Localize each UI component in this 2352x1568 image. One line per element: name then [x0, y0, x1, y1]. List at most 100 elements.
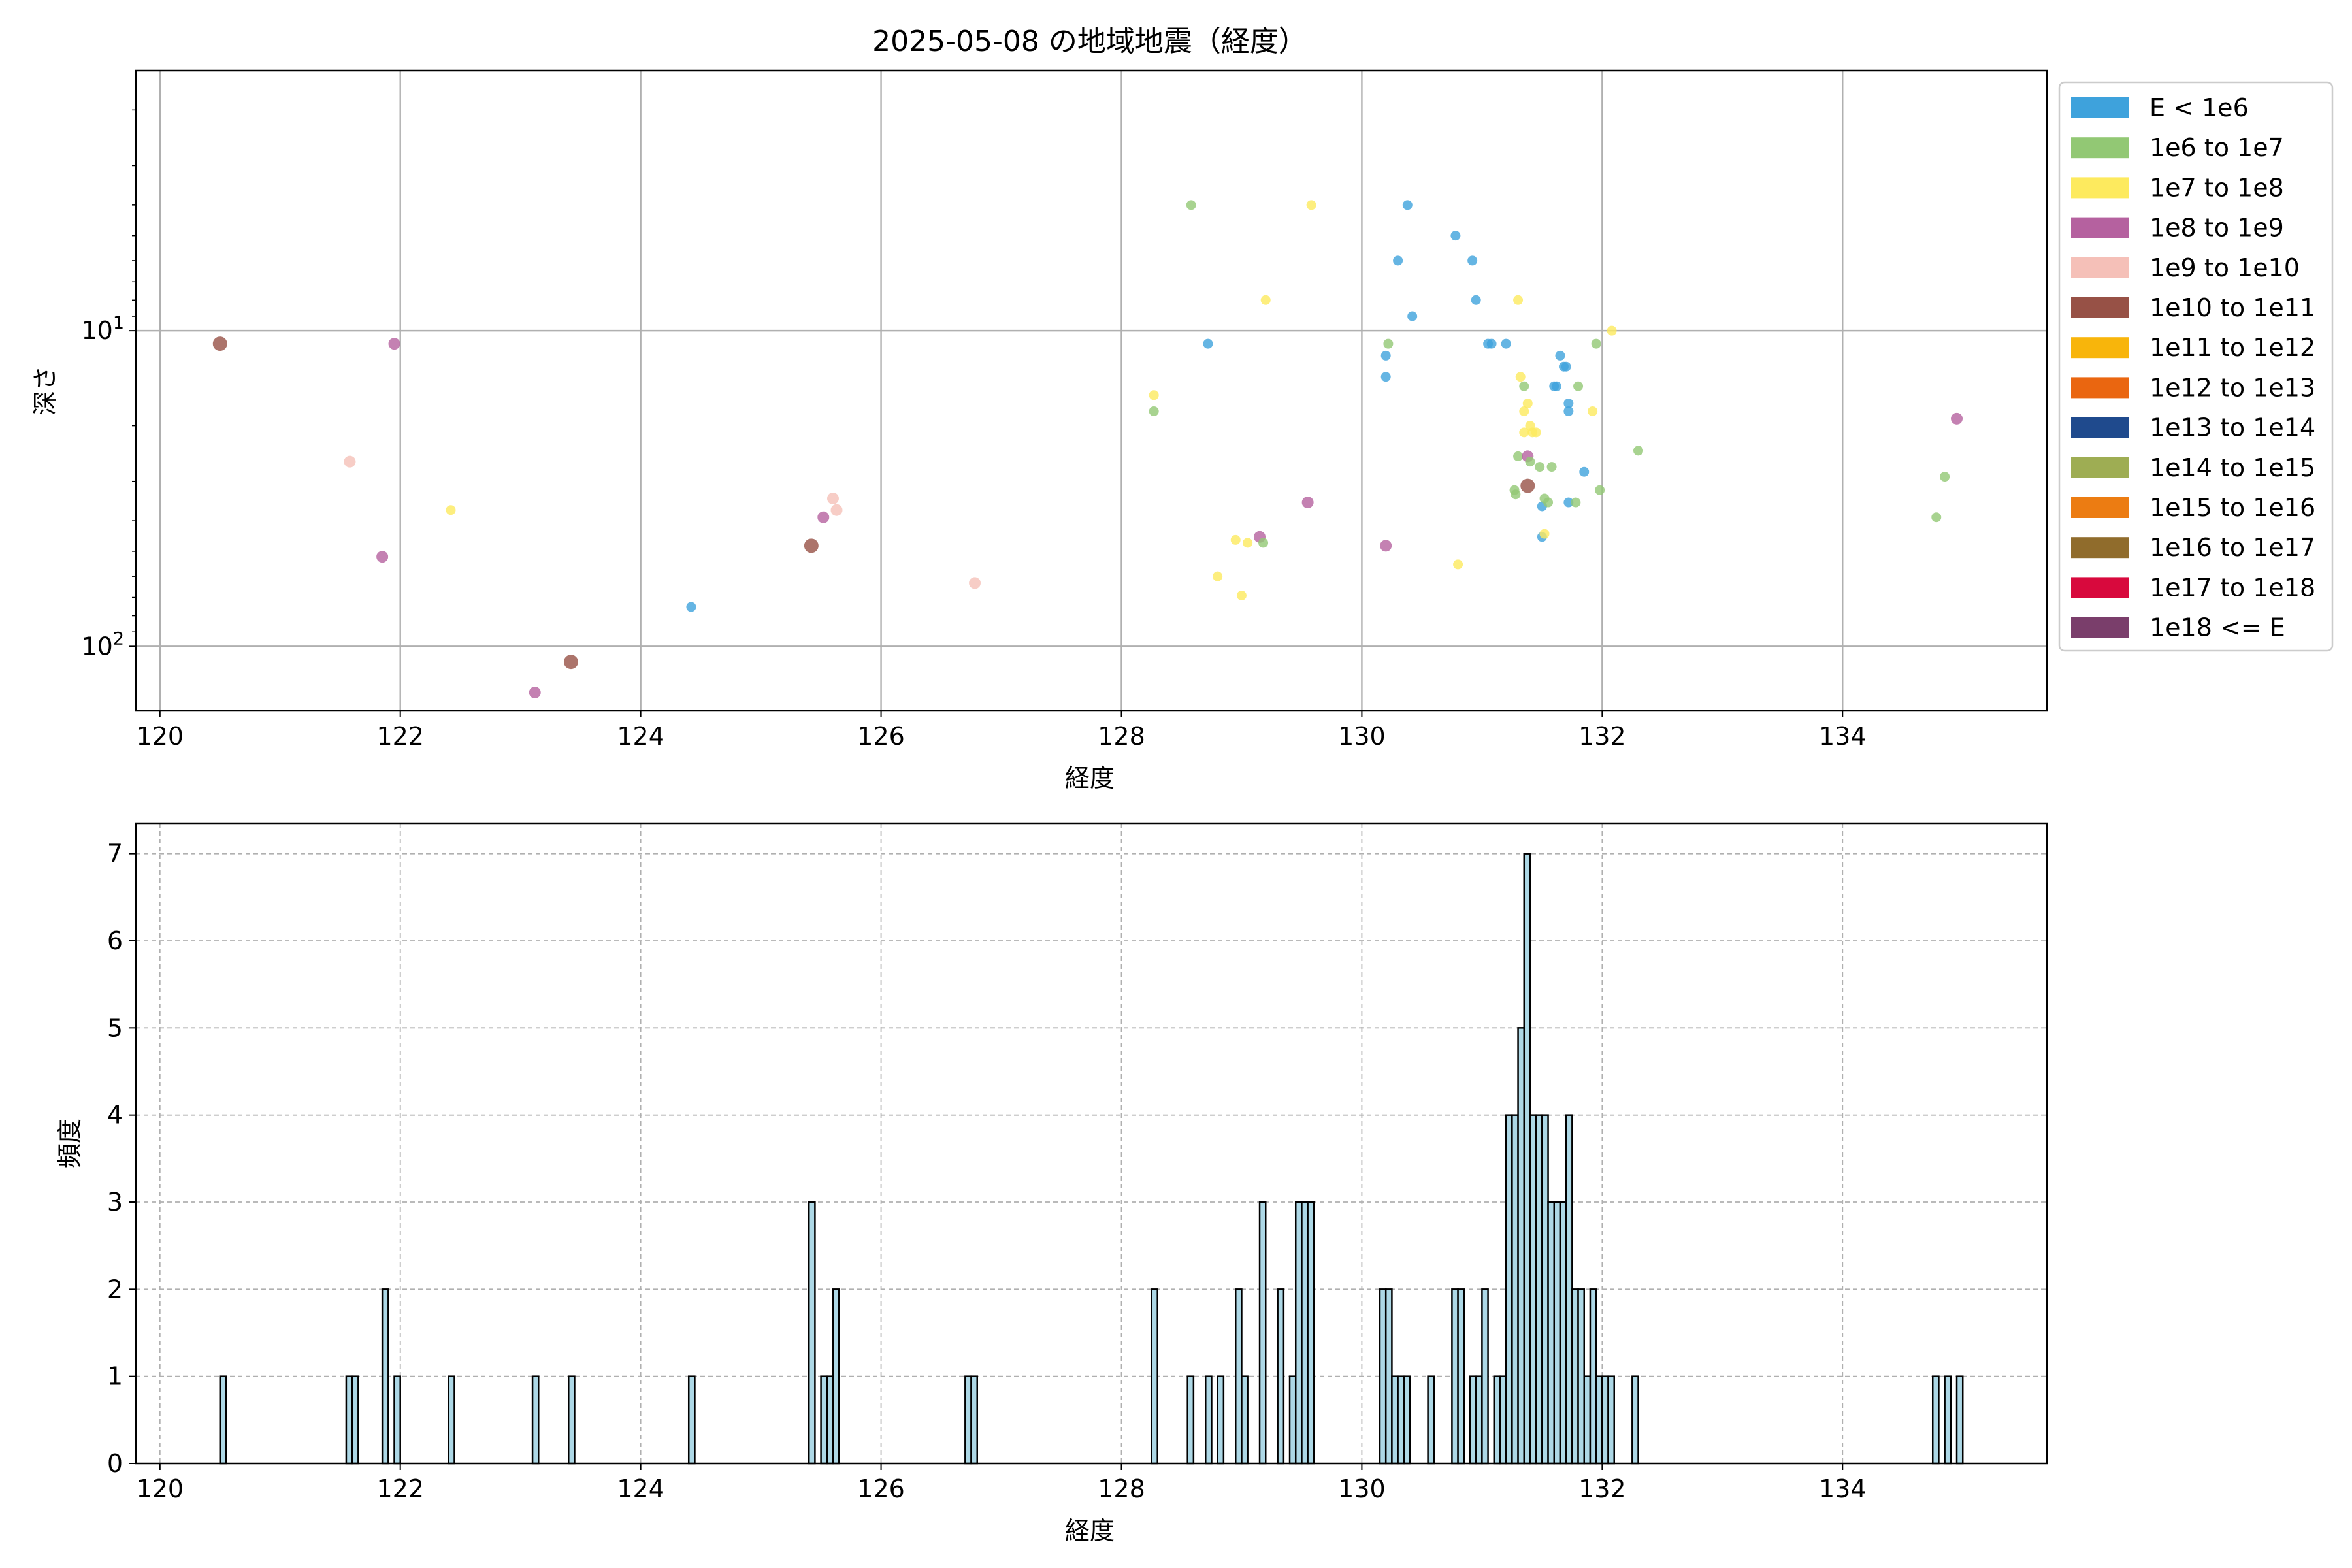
- scatter-point: [1561, 361, 1571, 372]
- scatter-point: [1203, 338, 1213, 349]
- legend-label: 1e18 <= E: [2149, 613, 2285, 642]
- histogram-bar: [1547, 1201, 1556, 1465]
- scatter-point: [1243, 538, 1253, 548]
- histogram-x-axis-label: 経度: [1065, 1516, 1115, 1545]
- legend-label: 1e12 to 1e13: [2149, 373, 2315, 402]
- histogram-bar: [1481, 1288, 1489, 1465]
- histogram-bar: [448, 1375, 455, 1465]
- histogram-x-tick-label: 132: [1578, 1475, 1626, 1503]
- histogram-bar: [1397, 1375, 1405, 1465]
- scatter-point: [563, 655, 578, 670]
- histogram-bar: [1457, 1288, 1465, 1465]
- scatter-point: [1453, 559, 1463, 570]
- scatter-point: [1467, 255, 1478, 266]
- histogram-bar: [1384, 1288, 1393, 1465]
- scatter-title: 2025-05-08 の地域地震（経度）: [872, 25, 1307, 58]
- scatter-point: [1383, 338, 1394, 349]
- scatter-grid: [136, 71, 2047, 711]
- legend: E < 1e6 1e6 to 1e7 1e7 to 1e8 1e8 to 1e9 1e9…: [2058, 81, 2334, 652]
- histogram-bar: [1583, 1375, 1592, 1465]
- scatter-point: [1260, 295, 1271, 305]
- scatter-point: [1563, 398, 1574, 408]
- scatter-point: [1519, 381, 1529, 391]
- scatter-point: [1579, 466, 1590, 477]
- histogram-bar: [808, 1201, 816, 1465]
- scatter-point: [1301, 497, 1314, 509]
- scatter-point: [1531, 427, 1541, 438]
- histogram-bar: [1288, 1375, 1297, 1465]
- legend-label: 1e6 to 1e7: [2149, 133, 2284, 162]
- histogram-bar: [1529, 1114, 1537, 1465]
- histogram-y-tick-label: 1: [107, 1362, 123, 1391]
- histogram-bar: [1944, 1375, 1952, 1465]
- scatter-point: [1213, 571, 1223, 581]
- scatter-point: [1402, 200, 1413, 210]
- histogram-bar: [826, 1375, 834, 1465]
- histogram-bar: [345, 1375, 353, 1465]
- histogram-x-tick-label: 120: [137, 1475, 184, 1503]
- scatter-point: [1513, 295, 1524, 305]
- histogram-bar: [381, 1288, 389, 1465]
- scatter-x-tick-label: 126: [857, 722, 905, 751]
- histogram-x-tick-label: 122: [376, 1475, 424, 1503]
- legend-swatch: [2071, 97, 2129, 118]
- histogram-bar: [1294, 1201, 1303, 1465]
- histogram-x-tick-label: 124: [617, 1475, 664, 1503]
- scatter-point: [1595, 485, 1605, 495]
- histogram-bar: [1258, 1201, 1267, 1465]
- legend-frame: [2058, 81, 2334, 652]
- histogram-y-tick-label: 2: [107, 1275, 123, 1303]
- histogram-bar: [1565, 1114, 1573, 1465]
- histogram-grid: [136, 823, 2047, 1464]
- scatter-x-tick-label: 128: [1098, 722, 1145, 751]
- histogram-bar: [1493, 1375, 1501, 1465]
- scatter-point: [1525, 457, 1535, 467]
- scatter-x-tick-label: 120: [137, 722, 184, 751]
- scatter-y-axis-label: 深さ: [31, 366, 59, 416]
- scatter-point: [1520, 478, 1535, 493]
- scatter-point: [1380, 540, 1392, 552]
- scatter-x-tick-label: 122: [376, 722, 424, 751]
- histogram-bar: [393, 1375, 401, 1465]
- histogram-x-tick-label: 134: [1819, 1475, 1867, 1503]
- histogram-bar: [1559, 1201, 1567, 1465]
- legend-swatch: [2071, 217, 2129, 238]
- histogram-y-tick-label: 5: [107, 1013, 123, 1042]
- histogram-bar: [1955, 1375, 1964, 1465]
- scatter-point: [376, 551, 389, 563]
- scatter-point: [1539, 529, 1550, 539]
- scatter-point: [1633, 446, 1644, 456]
- legend-swatch: [2071, 297, 2129, 318]
- scatter-point: [1543, 497, 1554, 508]
- legend-swatch: [2071, 617, 2129, 638]
- histogram-bar: [1601, 1375, 1609, 1465]
- legend-label: 1e16 to 1e17: [2149, 533, 2315, 562]
- scatter-x-tick-label: 134: [1819, 722, 1867, 751]
- histogram-y-ticks: 0 1 2 3 4 5 6 7: [107, 840, 136, 1478]
- scatter-point: [1563, 406, 1574, 416]
- histogram-bar: [964, 1375, 972, 1465]
- scatter-point: [1486, 338, 1497, 349]
- legend-swatch: [2071, 137, 2129, 159]
- histogram-bar: [1241, 1375, 1249, 1465]
- legend-swatch: [2071, 537, 2129, 559]
- scatter-point: [804, 538, 819, 553]
- legend-label: 1e15 to 1e16: [2149, 493, 2315, 522]
- legend-swatch: [2071, 497, 2129, 518]
- histogram-y-tick-label: 3: [107, 1188, 123, 1217]
- scatter-point: [1546, 462, 1557, 472]
- legend-label: 1e9 to 1e10: [2149, 253, 2300, 282]
- scatter-point: [1501, 338, 1511, 349]
- scatter-point: [1563, 497, 1574, 508]
- scatter-point: [1591, 338, 1601, 349]
- histogram-bar: [1403, 1375, 1411, 1465]
- legend-label: 1e13 to 1e14: [2149, 414, 2315, 442]
- histogram-bar: [1205, 1375, 1213, 1465]
- histogram-axes-frame: [135, 822, 2048, 1465]
- histogram-x-ticks: 120 122 124 126 128 130 132 134: [137, 1463, 1867, 1503]
- scatter-point: [388, 338, 400, 350]
- legend-swatch: [2071, 417, 2129, 438]
- histogram-bar: [1541, 1114, 1549, 1465]
- scatter-point: [344, 455, 356, 468]
- histogram-bar: [219, 1375, 227, 1465]
